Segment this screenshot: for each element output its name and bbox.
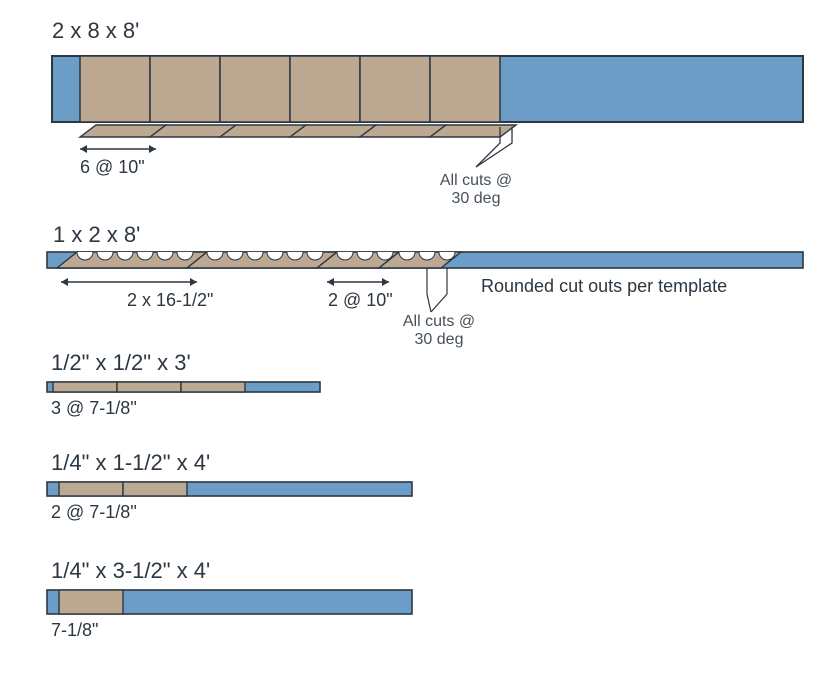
board3-piece xyxy=(53,382,117,392)
board2-dimB: 2 @ 10" xyxy=(328,290,393,310)
board3-piece xyxy=(117,382,181,392)
board2-title: 1 x 2 x 8' xyxy=(53,222,140,247)
board3-piece xyxy=(181,382,245,392)
board2-note-a: All cuts @ xyxy=(403,313,475,330)
board2-dimA: 2 x 16-1/2" xyxy=(127,290,213,310)
board3-title: 1/2" x 1/2" x 3' xyxy=(51,350,191,375)
board1-note-b: 30 deg xyxy=(452,190,501,207)
board4-piece xyxy=(59,482,123,496)
board1-title: 2 x 8 x 8' xyxy=(52,18,139,43)
board2-note-b: 30 deg xyxy=(415,331,464,348)
board1-piece xyxy=(430,56,500,122)
board2-right-note: Rounded cut outs per template xyxy=(481,276,727,296)
board1-bevel xyxy=(430,125,516,137)
board1-piece xyxy=(80,56,150,122)
board1-piece xyxy=(360,56,430,122)
board4-title: 1/4" x 1-1/2" x 4' xyxy=(51,450,210,475)
board5-piece xyxy=(59,590,123,614)
board1-piece xyxy=(290,56,360,122)
board5-dim: 7-1/8" xyxy=(51,620,98,640)
board3-dim: 3 @ 7-1/8" xyxy=(51,398,137,418)
board4-dim: 2 @ 7-1/8" xyxy=(51,502,137,522)
board4-piece xyxy=(123,482,187,496)
board1-piece xyxy=(220,56,290,122)
board5-title: 1/4" x 3-1/2" x 4' xyxy=(51,558,210,583)
board1-note-a: All cuts @ xyxy=(440,172,512,189)
board1-piece xyxy=(150,56,220,122)
board1-dim: 6 @ 10" xyxy=(80,157,145,177)
